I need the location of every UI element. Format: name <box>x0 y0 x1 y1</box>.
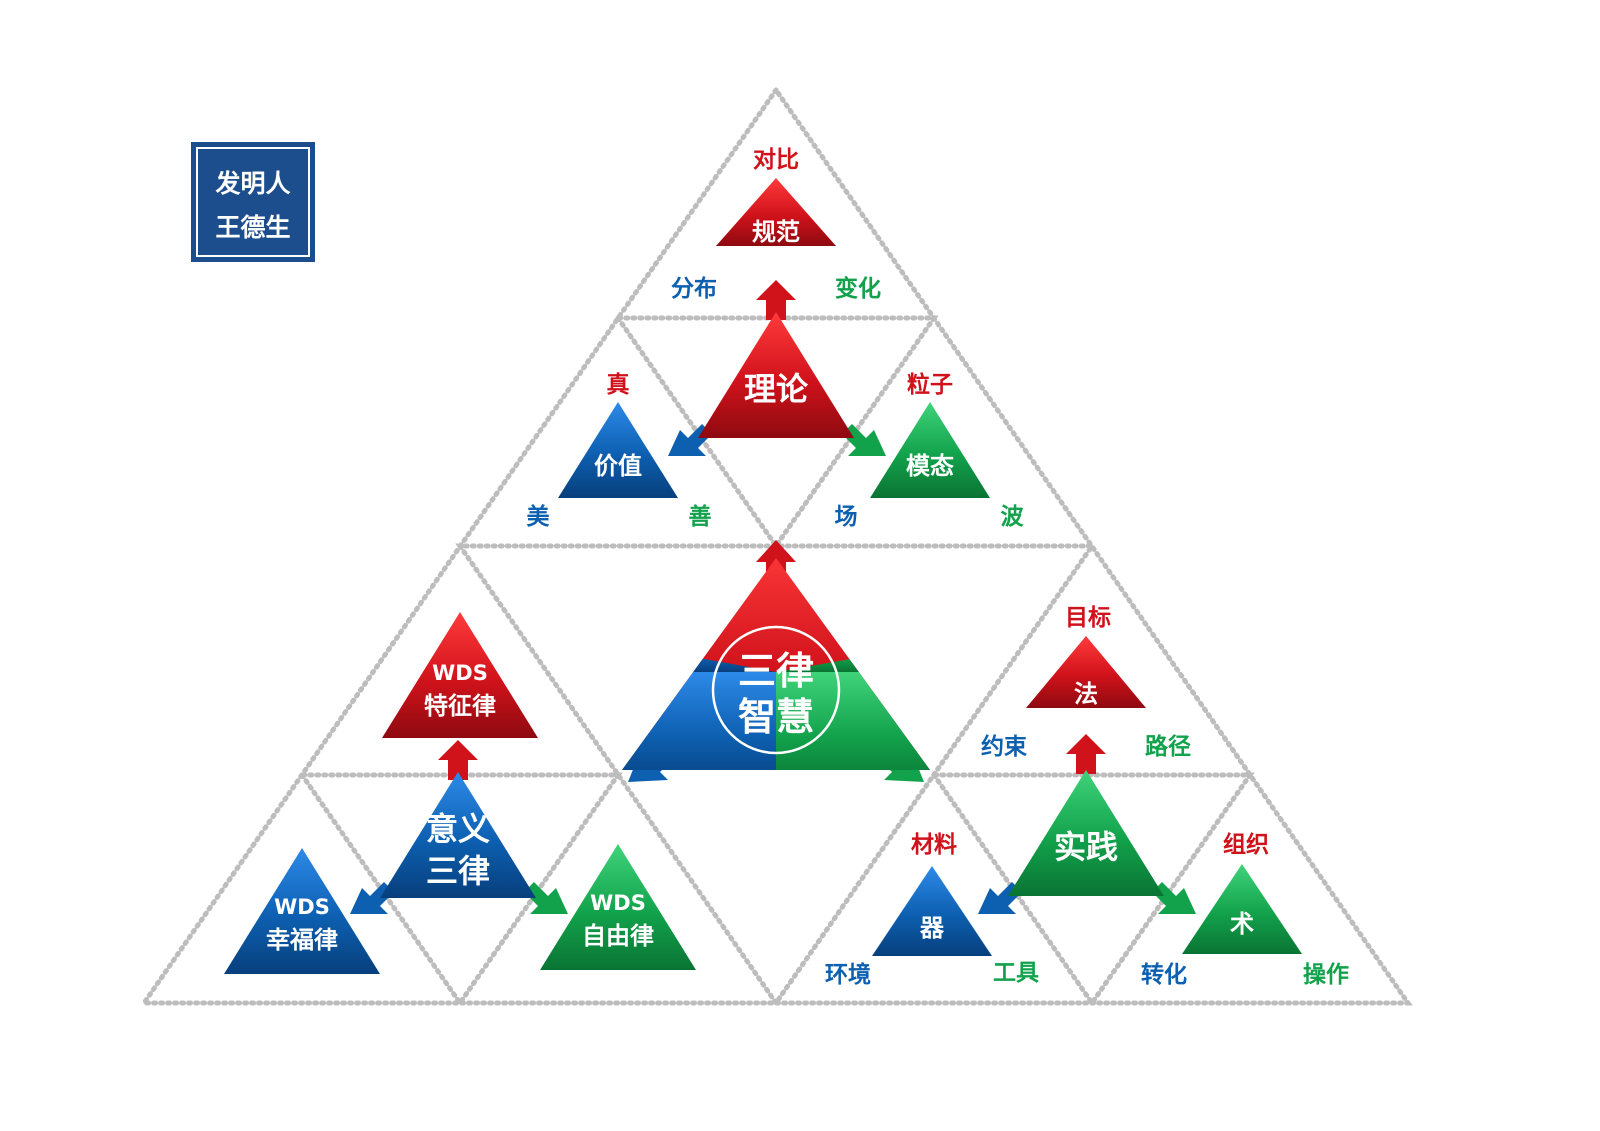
feature-law-line2: 特征律 <box>424 692 496 720</box>
mode-left-text: 场 <box>835 504 858 530</box>
happiness-law-line2: 幸福律 <box>266 926 338 954</box>
meaning-main-line1: 意义 <box>426 810 490 848</box>
tool-right-text: 工具 <box>993 960 1039 986</box>
inventor-stamp: 发明人 王德生 <box>191 142 315 262</box>
tool-top-text: 材料 <box>911 832 957 858</box>
method-top-text: 目标 <box>1065 605 1111 631</box>
norm-top-text: 对比 <box>753 147 799 173</box>
method-triangle <box>1026 636 1146 708</box>
happiness-law-triangle <box>224 848 380 974</box>
value-triangle <box>558 402 678 498</box>
skill-right-text: 操作 <box>1303 962 1349 988</box>
mode-triangle <box>870 402 990 498</box>
value-right-text: 善 <box>689 503 712 530</box>
skill-top-text: 组织 <box>1223 831 1269 858</box>
mode-top-text: 粒子 <box>907 371 953 398</box>
tool-left-text: 环境 <box>825 961 871 988</box>
norm-triangle <box>716 178 836 246</box>
center-line1: 三律 <box>738 649 814 693</box>
theory-main-triangle <box>698 312 854 438</box>
practice-left-arrow <box>978 882 1022 914</box>
center-line2: 智慧 <box>738 695 814 739</box>
tool-label: 器 <box>919 914 945 942</box>
tool-triangle <box>872 866 992 956</box>
meaning-right-arrow <box>524 882 568 914</box>
meaning-main-triangle <box>380 772 536 898</box>
value-top-text: 真 <box>607 371 630 398</box>
freedom-law-line1: WDS <box>590 891 646 915</box>
norm-left-text: 分布 <box>671 275 717 302</box>
norm-right-text: 变化 <box>835 275 881 302</box>
practice-main-label: 实践 <box>1054 828 1118 866</box>
norm-label: 规范 <box>752 218 800 246</box>
meaning-up-arrow <box>438 740 478 780</box>
skill-left-text: 转化 <box>1141 961 1187 988</box>
center-circle <box>711 625 841 755</box>
mode-right-text: 波 <box>1001 504 1025 530</box>
method-label: 法 <box>1074 680 1098 708</box>
value-label: 价值 <box>594 452 642 480</box>
theory-group: 理论 规范 对比 分布 变化 价值 真 美 善 模态 粒子 场 波 <box>527 147 1025 530</box>
freedom-law-line2: 自由律 <box>582 922 654 950</box>
skill-triangle <box>1182 864 1302 954</box>
practice-up-arrow <box>1066 734 1106 774</box>
meaning-main-line2: 三律 <box>426 852 490 890</box>
meaning-left-arrow <box>350 882 394 914</box>
method-left-text: 约束 <box>981 733 1028 760</box>
theory-left-arrow <box>668 424 712 456</box>
happiness-law-line1: WDS <box>274 895 330 919</box>
mode-label: 模态 <box>906 452 954 480</box>
method-right-text: 路径 <box>1145 733 1191 760</box>
practice-main-triangle <box>1008 770 1164 896</box>
theory-up-arrow <box>756 280 796 320</box>
center-group: 三律 智慧 <box>622 540 930 782</box>
meaning-group: 意义 三律 WDS 特征律 WDS 幸福律 WDS 自由律 <box>224 612 696 974</box>
value-left-text: 美 <box>527 503 550 530</box>
feature-law-line1: WDS <box>432 661 488 685</box>
theory-right-arrow <box>842 424 886 456</box>
practice-right-arrow <box>1152 882 1196 914</box>
freedom-law-triangle <box>540 844 696 970</box>
stamp-line1: 发明人 <box>214 169 290 198</box>
stamp-line2: 王德生 <box>215 213 290 242</box>
practice-group: 实践 法 目标 约束 路径 器 材料 环境 工具 术 组织 转化 操作 <box>825 605 1349 988</box>
feature-law-triangle <box>382 612 538 738</box>
theory-main-label: 理论 <box>744 370 809 408</box>
skill-label: 术 <box>1230 910 1254 938</box>
